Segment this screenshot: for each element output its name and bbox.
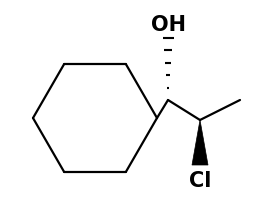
Text: OH: OH — [150, 15, 185, 35]
Text: Cl: Cl — [189, 171, 211, 191]
Polygon shape — [192, 120, 208, 165]
